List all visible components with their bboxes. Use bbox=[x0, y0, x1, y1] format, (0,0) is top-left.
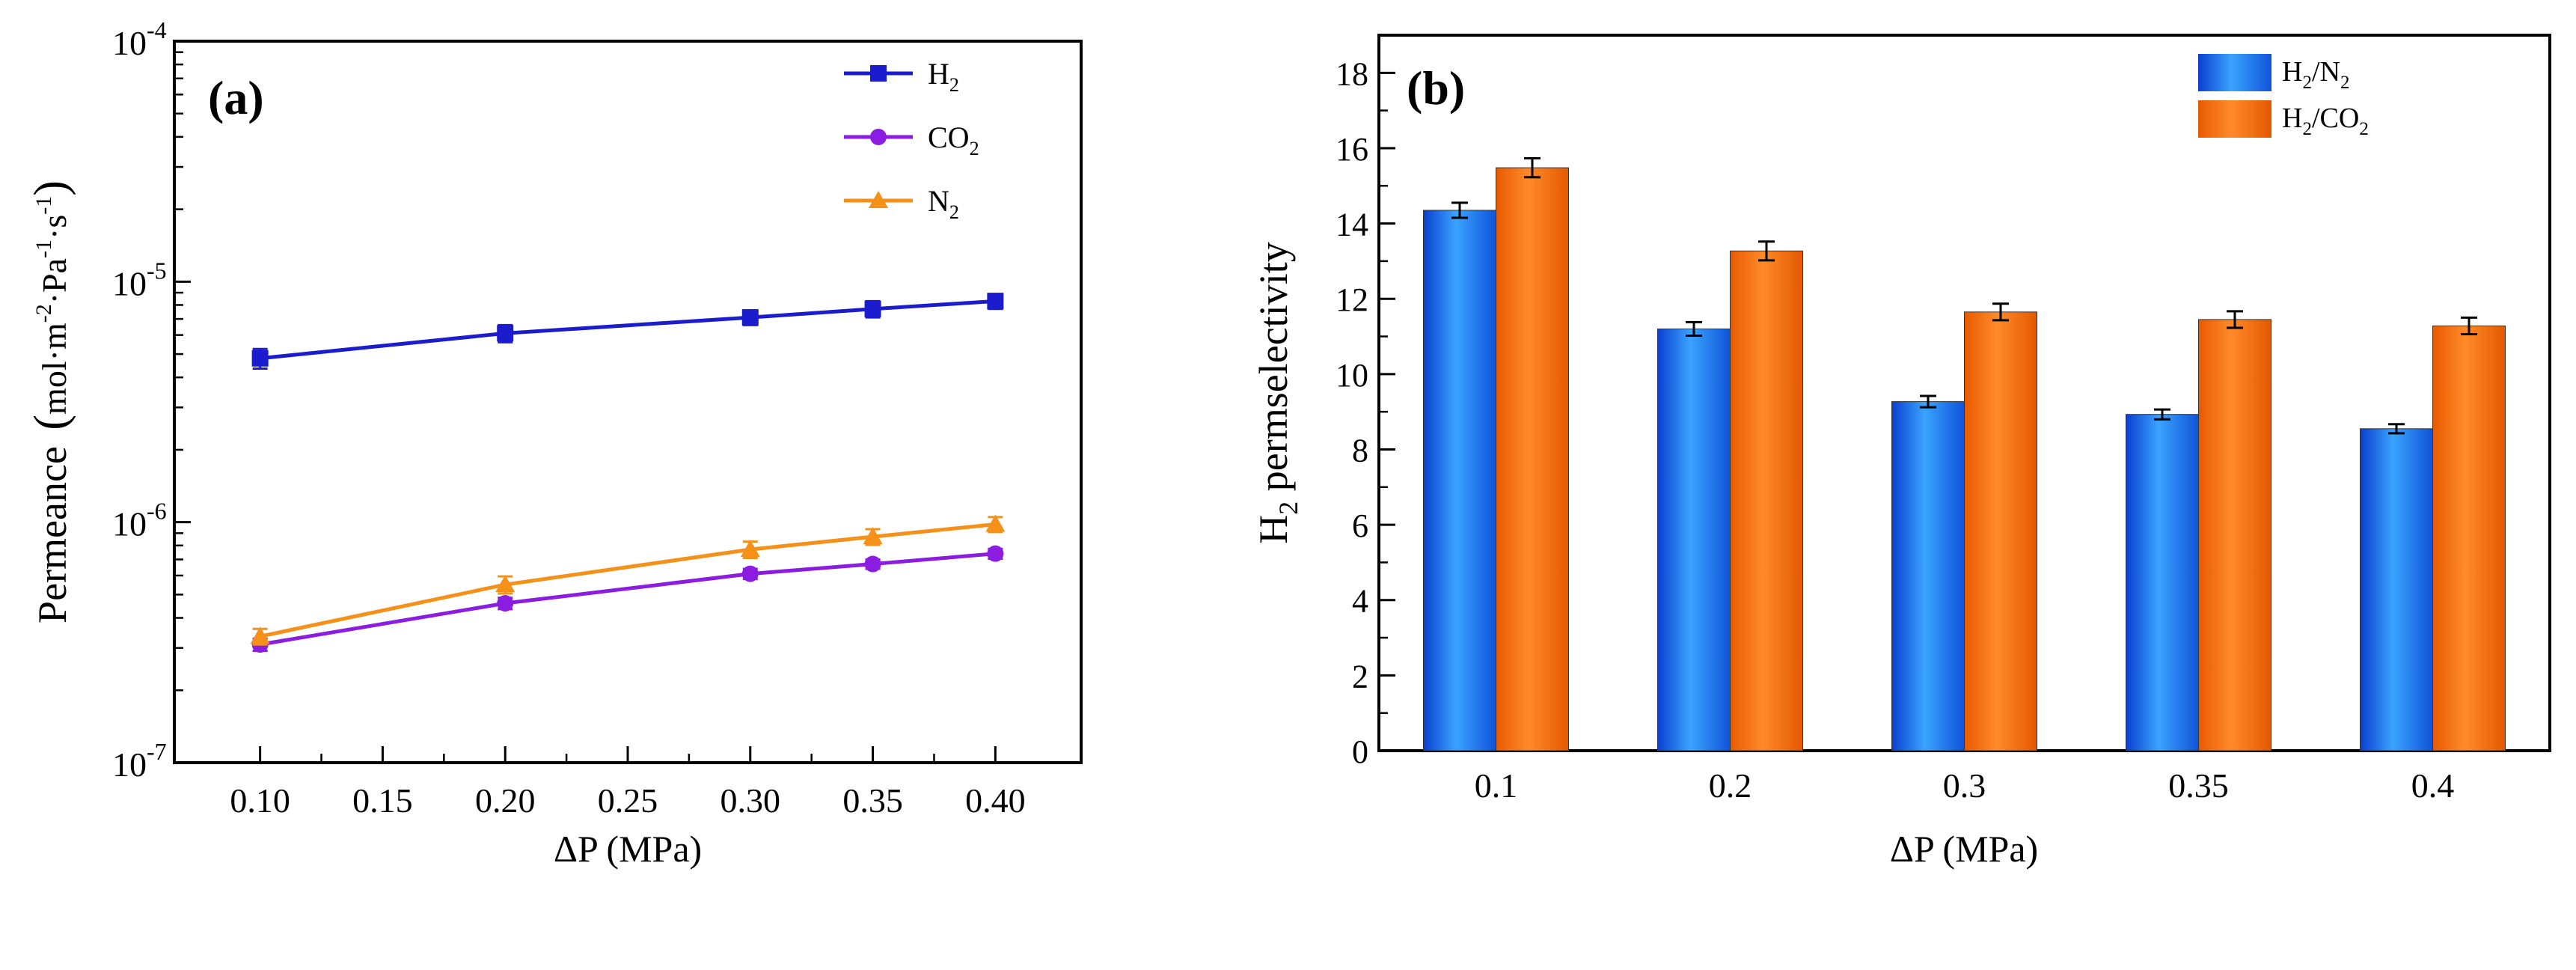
chart-b-bars bbox=[1423, 157, 2506, 751]
chart-b-x-axis-label: ΔP (MPa) bbox=[1890, 828, 2038, 870]
data-point-co2 bbox=[987, 545, 1004, 562]
series-line-h2 bbox=[260, 299, 996, 361]
y-tick-label: 10-6 bbox=[112, 498, 167, 543]
y-tick-label: 14 bbox=[1336, 207, 1368, 243]
y-tick-label: 18 bbox=[1336, 55, 1368, 92]
bar-h2-co2 bbox=[1964, 311, 2037, 751]
data-point-h2 bbox=[497, 325, 514, 342]
legend-marker-h2 bbox=[870, 65, 887, 82]
chart-a: (a) 10-7 10-6 10-5 10-4 0.10 0.15 0.20 0.25 0.3… bbox=[25, 16, 1083, 870]
bar-h2-n2 bbox=[2360, 428, 2433, 751]
legend-marker-co2 bbox=[870, 129, 887, 145]
chart-a-x-axis-label: ΔP (MPa) bbox=[554, 828, 702, 870]
chart-b-y-axis-label: H2 permselectivity bbox=[1251, 242, 1303, 543]
chart-a-y-label-unit: mol·m bbox=[35, 323, 73, 415]
data-point-h2 bbox=[987, 293, 1004, 310]
bar-h2-co2 bbox=[2432, 325, 2506, 751]
series-line-n2 bbox=[260, 522, 996, 638]
bar-h2-n2 bbox=[1657, 328, 1731, 751]
x-tick-label: 0.15 bbox=[352, 781, 413, 820]
legend-label-h2-n2: H2/N2 bbox=[2282, 56, 2349, 93]
chart-a-x-axis: 0.10 0.15 0.20 0.25 0.30 0.35 0.40 bbox=[230, 746, 1026, 820]
chart-b-y-axis: 0 2 4 6 8 10 12 14 16 18 bbox=[1336, 55, 1395, 770]
bar-h2-co2 bbox=[2198, 319, 2271, 751]
y-tick-label: 16 bbox=[1336, 131, 1368, 168]
series-n2 bbox=[250, 514, 1006, 646]
y-tick-label: 0 bbox=[1352, 733, 1368, 770]
chart-a-legend: H2 CO2 N2 bbox=[844, 57, 979, 223]
y-tick-label: 4 bbox=[1352, 583, 1368, 620]
y-tick-label: 10 bbox=[1336, 357, 1368, 394]
legend-swatch-h2-co2 bbox=[2198, 100, 2271, 138]
data-point-n2 bbox=[863, 527, 883, 545]
y-tick-label: 2 bbox=[1352, 658, 1368, 695]
y-tick-label: 10-4 bbox=[112, 16, 167, 62]
x-tick-label: 0.1 bbox=[1475, 766, 1518, 805]
data-point-h2 bbox=[741, 309, 759, 326]
x-tick-label: 0.35 bbox=[842, 781, 903, 820]
x-tick-label: 0.3 bbox=[1943, 766, 1986, 805]
bar-h2-n2 bbox=[1891, 401, 1965, 751]
y-tick-label: 10-5 bbox=[112, 257, 167, 302]
x-tick-label: 0.40 bbox=[965, 781, 1026, 820]
legend-swatch-h2-n2 bbox=[2198, 54, 2271, 91]
chart-a-y-label-main: Permeance bbox=[30, 446, 75, 623]
chart-a-y-axis-label: Permeance (mol·m-2·Pa-1·s-1) bbox=[25, 180, 76, 623]
data-point-co2 bbox=[741, 565, 759, 582]
chart-b: (b) 0 2 4 6 8 10 12 14 16 18 0.1 0.2 0.3 0.35 0.4 H2/… bbox=[1251, 34, 2551, 870]
legend-label-co2: CO2 bbox=[928, 121, 979, 159]
legend-label-h2-co2: H2/CO2 bbox=[2282, 103, 2369, 139]
legend-marker-n2 bbox=[869, 191, 888, 208]
chart-b-panel-label: (b) bbox=[1407, 61, 1465, 115]
y-tick-label: 6 bbox=[1352, 507, 1368, 544]
data-point-n2 bbox=[985, 514, 1006, 532]
data-point-n2 bbox=[495, 575, 515, 593]
series-co2 bbox=[251, 545, 1004, 653]
y-tick-label: 8 bbox=[1352, 432, 1368, 469]
chart-a-panel-label: (a) bbox=[208, 71, 264, 124]
y-tick-label: 12 bbox=[1336, 281, 1368, 318]
bar-h2-n2 bbox=[2126, 414, 2199, 751]
chart-a-series bbox=[250, 293, 1006, 653]
data-point-co2 bbox=[497, 595, 514, 612]
x-tick-label: 0.10 bbox=[230, 781, 290, 820]
x-tick-label: 0.35 bbox=[2168, 766, 2229, 805]
chart-a-y-axis: 10-7 10-6 10-5 10-4 bbox=[112, 16, 191, 784]
bar-h2-co2 bbox=[1730, 250, 1803, 751]
x-tick-label: 0.30 bbox=[721, 781, 781, 820]
data-point-n2 bbox=[740, 540, 760, 558]
x-tick-label: 0.20 bbox=[475, 781, 536, 820]
legend-label-n2: N2 bbox=[928, 184, 959, 223]
series-h2 bbox=[251, 293, 1004, 370]
y-tick-label: 10-7 bbox=[112, 738, 167, 784]
data-point-co2 bbox=[864, 555, 881, 573]
chart-b-legend: H2/N2 H2/CO2 bbox=[2198, 54, 2369, 139]
data-point-h2 bbox=[251, 350, 269, 367]
data-point-h2 bbox=[864, 300, 881, 317]
x-tick-label: 0.25 bbox=[598, 781, 658, 820]
x-tick-label: 0.4 bbox=[2411, 766, 2455, 805]
bar-h2-n2 bbox=[1423, 210, 1496, 751]
bar-h2-co2 bbox=[1496, 167, 1569, 751]
x-tick-label: 0.2 bbox=[1709, 766, 1752, 805]
data-point-n2 bbox=[250, 626, 270, 644]
legend-label-h2: H2 bbox=[928, 57, 959, 96]
